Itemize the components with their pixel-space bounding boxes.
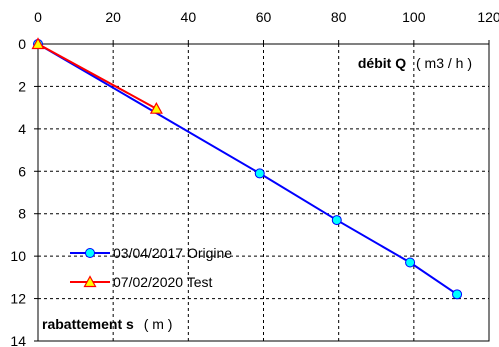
y-axis-ticks: 0 2 4 6 8 10 12 14 [10,36,38,347]
x-axis-label-unit: ( m3 / h ) [416,55,472,71]
data-point-1 [31,37,45,50]
data-point-0 [331,215,342,226]
y-tick-label: 8 [18,206,26,222]
legend-item-1: 07/02/2020 Test [70,274,212,290]
x-tick-label: 40 [181,9,197,25]
y-tick-label: 12 [10,291,26,307]
data-point-1 [149,101,163,114]
legend: 03/04/2017 Origine 07/02/2020 Test [70,245,232,290]
x-tick-label: 100 [402,9,426,25]
y-tick-label: 2 [18,78,26,94]
x-axis-label-name: débit Q [358,55,406,71]
x-tick-label: 20 [105,9,121,25]
y-tick-label: 6 [18,163,26,179]
y-tick-label: 4 [18,121,26,137]
y-axis-label-name: rabattement s [42,316,134,332]
legend-label-1: 07/02/2020 Test [113,274,212,290]
y-axis-label-unit: ( m ) [144,316,173,332]
x-tick-label: 0 [34,9,42,25]
x-tick-label: 120 [477,9,499,25]
y-tick-label: 0 [18,36,26,52]
grid [38,44,489,341]
series-line-0 [37,43,458,296]
data-point-0 [405,257,416,268]
data-point-0 [452,289,463,300]
series-line-1 [37,43,157,110]
x-axis-ticks: 0 20 40 60 80 100 120 [34,9,499,44]
x-tick-label: 60 [256,9,272,25]
legend-swatch-marker-0 [85,248,95,258]
series-layer [31,37,463,300]
y-tick-label: 10 [10,248,26,264]
legend-label-0: 03/04/2017 Origine [113,245,232,261]
legend-item-0: 03/04/2017 Origine [70,245,232,261]
x-axis-label: débit Q ( m3 / h ) [358,55,472,71]
data-point-0 [254,168,265,179]
y-tick-label: 14 [10,333,26,347]
y-axis-label: rabattement s ( m ) [42,316,172,332]
series-0 [33,39,463,300]
x-tick-label: 80 [331,9,347,25]
legend-swatch-marker-1 [83,275,97,288]
series-1 [31,37,163,114]
